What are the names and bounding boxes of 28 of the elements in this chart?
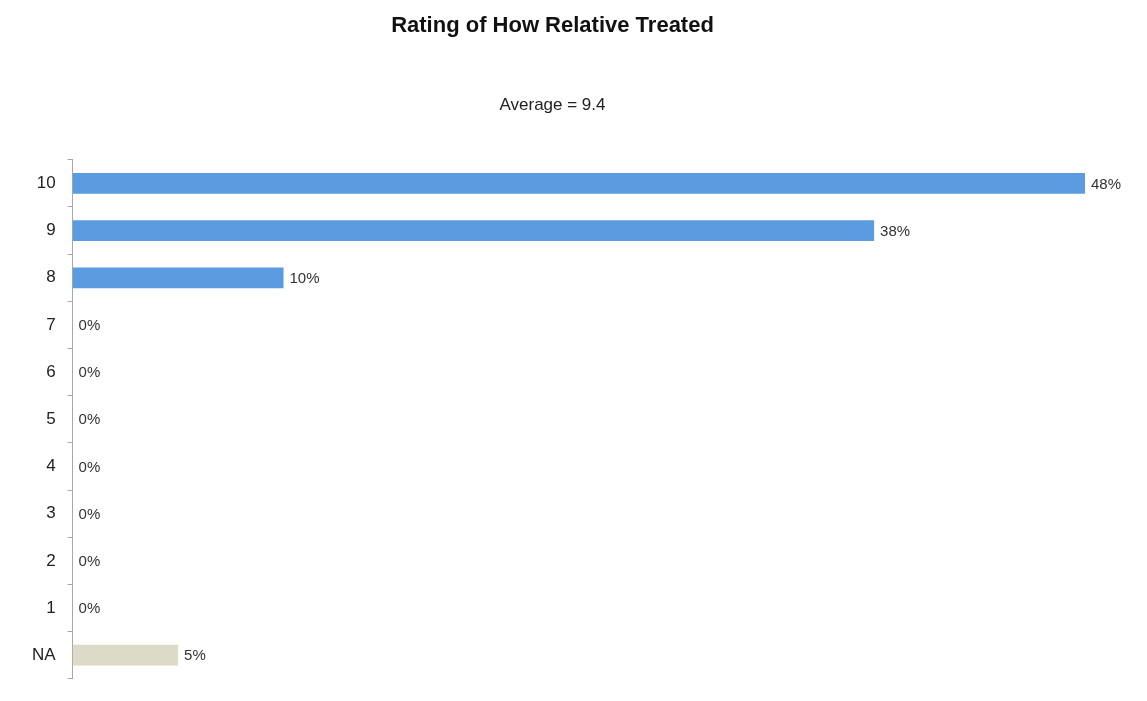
data-label: 0% <box>78 551 101 569</box>
bar <box>72 644 179 666</box>
chart-title: Rating of How Relative Treated <box>391 12 714 38</box>
y-tick-label: 3 <box>46 503 56 523</box>
data-label: 0% <box>78 410 101 428</box>
data-label: 0% <box>78 316 101 334</box>
data-label: 0% <box>78 457 101 475</box>
y-tick-label: 2 <box>46 550 56 570</box>
bar <box>72 267 284 289</box>
data-label: 48% <box>1091 174 1122 192</box>
y-tick-label: 4 <box>46 456 56 476</box>
y-tick-label: 10 <box>36 173 56 193</box>
y-tick-label: 6 <box>46 361 56 381</box>
y-tick-label: 8 <box>46 267 56 287</box>
y-tick-label: 1 <box>46 597 56 617</box>
data-label: 5% <box>184 646 206 664</box>
chart-subtitle: Average = 9.4 <box>499 95 606 115</box>
data-label: 38% <box>880 221 911 239</box>
data-label: 0% <box>78 599 101 617</box>
y-tick-label: 9 <box>46 220 56 240</box>
y-tick-label: NA <box>31 644 57 664</box>
data-label: 0% <box>78 504 101 522</box>
data-label: 0% <box>78 363 101 381</box>
y-tick-label: 5 <box>46 408 56 428</box>
bar <box>72 220 875 241</box>
y-tick-label: 7 <box>46 314 56 334</box>
data-label: 10% <box>289 268 320 286</box>
bar <box>72 173 1085 194</box>
